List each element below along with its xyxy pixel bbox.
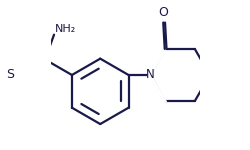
Text: S: S — [6, 69, 14, 81]
Text: N: N — [145, 69, 154, 81]
Text: O: O — [158, 6, 168, 19]
Text: NH₂: NH₂ — [54, 24, 76, 34]
